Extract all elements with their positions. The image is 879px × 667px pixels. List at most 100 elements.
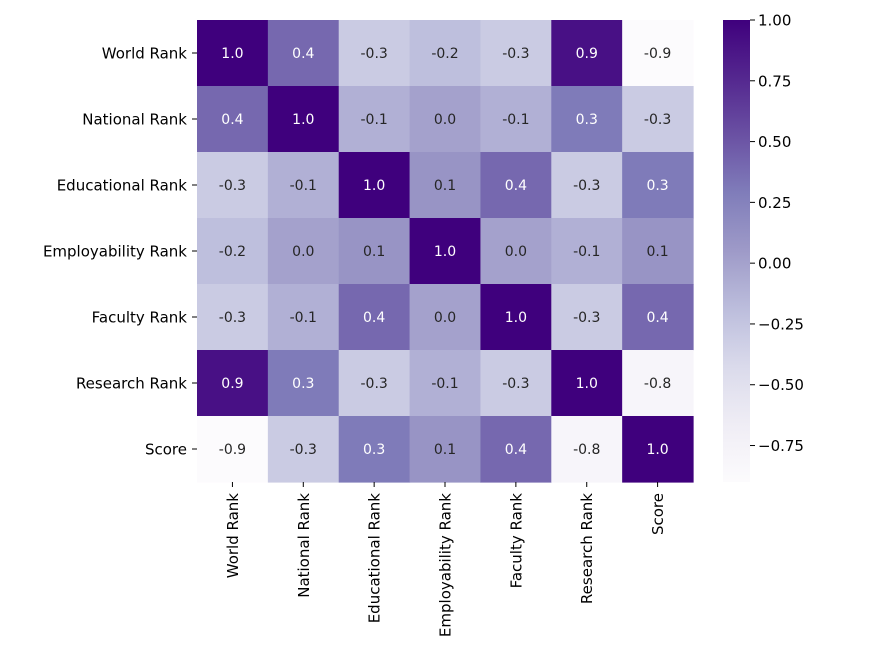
- cell-r2-c6: [622, 152, 694, 219]
- cell-r5-c2: [338, 350, 411, 417]
- cell-r0-c3: [409, 20, 482, 87]
- cell-r6-c1: [267, 416, 340, 483]
- cell-value-r3-c4: 0.0: [505, 244, 527, 260]
- y-tick-label-score: Score: [145, 441, 187, 459]
- cell-value-r2-c3: 0.1: [434, 178, 456, 194]
- cell-r3-c6: [622, 218, 694, 285]
- cell-value-r2-c0: -0.3: [219, 178, 246, 194]
- cell-r2-c4: [480, 152, 552, 219]
- cell-r1-c1: [267, 86, 340, 153]
- cell-value-r1-c3: 0.0: [434, 112, 456, 128]
- cell-value-r6-c3: 0.1: [434, 442, 456, 458]
- cell-value-r0-c2: -0.3: [360, 46, 387, 62]
- cell-value-r6-c6: 1.0: [646, 442, 668, 458]
- colorbar-tick-label-0: 1.00: [758, 12, 791, 30]
- cell-r0-c4: [480, 20, 552, 87]
- x-tick-label-employability-rank: Employability Rank: [437, 493, 455, 637]
- cell-r5-c1: [267, 350, 340, 417]
- y-tick-label-faculty-rank: Faculty Rank: [92, 309, 188, 327]
- cell-r2-c2: [338, 152, 411, 219]
- cell-r4-c2: [338, 284, 411, 351]
- cell-value-r3-c6: 0.1: [646, 244, 668, 260]
- heatmap-cells: [197, 20, 694, 483]
- cell-value-r5-c1: 0.3: [292, 376, 314, 392]
- cell-value-r6-c4: 0.4: [505, 442, 527, 458]
- cell-value-r2-c6: 0.3: [646, 178, 668, 194]
- cell-value-r4-c6: 0.4: [646, 310, 668, 326]
- cell-r3-c0: [197, 218, 269, 285]
- cell-r4-c5: [551, 284, 623, 351]
- cell-value-r1-c1: 1.0: [292, 112, 314, 128]
- cell-value-r3-c5: -0.1: [573, 244, 600, 260]
- cell-value-r4-c5: -0.3: [573, 310, 600, 326]
- cell-value-r3-c1: 0.0: [292, 244, 314, 260]
- cell-value-r4-c2: 0.4: [363, 310, 385, 326]
- cell-r3-c3: [409, 218, 482, 285]
- cell-r6-c3: [409, 416, 482, 483]
- colorbar-tick-label-2: 0.50: [758, 133, 791, 151]
- cell-value-r5-c3: -0.1: [431, 376, 458, 392]
- cell-r0-c2: [338, 20, 411, 87]
- cell-value-r6-c2: 0.3: [363, 442, 385, 458]
- cell-value-r5-c5: 1.0: [576, 376, 598, 392]
- x-tick-label-faculty-rank: Faculty Rank: [507, 493, 525, 589]
- x-axis: World Rank National Rank Educational Rank E…: [224, 482, 667, 637]
- cell-r4-c6: [622, 284, 694, 351]
- cell-r6-c6: [622, 416, 694, 483]
- cell-r0-c1: [267, 20, 340, 87]
- cell-value-r4-c3: 0.0: [434, 310, 456, 326]
- cell-r1-c5: [551, 86, 623, 153]
- cell-value-r3-c3: 1.0: [434, 244, 456, 260]
- cell-value-r0-c4: -0.3: [502, 46, 529, 62]
- cell-value-r2-c5: -0.3: [573, 178, 600, 194]
- cell-r4-c0: [197, 284, 269, 351]
- cell-value-r1-c2: -0.1: [360, 112, 387, 128]
- cell-r4-c3: [409, 284, 482, 351]
- cell-r5-c4: [480, 350, 552, 417]
- cell-value-r1-c5: 0.3: [576, 112, 598, 128]
- cell-value-r6-c0: -0.9: [219, 442, 246, 458]
- y-tick-label-world-rank: World Rank: [102, 45, 188, 63]
- y-tick-label-employability-rank: Employability Rank: [43, 243, 187, 261]
- colorbar-tick-label-7: −0.75: [758, 437, 804, 455]
- cell-r6-c5: [551, 416, 623, 483]
- cell-value-r1-c6: -0.3: [644, 112, 671, 128]
- cell-value-r5-c0: 0.9: [221, 376, 243, 392]
- colorbar: 1.00 0.75 0.50 0.25 0.00 −0.25 −0.50 −0.75: [723, 12, 804, 482]
- cell-r6-c0: [197, 416, 269, 483]
- cell-r5-c5: [551, 350, 623, 417]
- cell-value-r0-c0: 1.0: [221, 46, 243, 62]
- cell-value-r5-c4: -0.3: [502, 376, 529, 392]
- cell-r1-c2: [338, 86, 411, 153]
- cell-value-r3-c2: 0.1: [363, 244, 385, 260]
- cell-value-r2-c1: -0.1: [290, 178, 317, 194]
- colorbar-tick-label-4: 0.00: [758, 255, 791, 273]
- cell-r2-c0: [197, 152, 269, 219]
- x-tick-label-research-rank: Research Rank: [578, 493, 596, 604]
- cell-value-r4-c0: -0.3: [219, 310, 246, 326]
- cell-r1-c0: [197, 86, 269, 153]
- cell-r0-c0: [197, 20, 269, 87]
- cell-r1-c4: [480, 86, 552, 153]
- cell-r3-c1: [267, 218, 340, 285]
- cell-r4-c4: [480, 284, 552, 351]
- cell-value-r0-c6: -0.9: [644, 46, 671, 62]
- x-tick-label-world-rank: World Rank: [224, 493, 242, 579]
- colorbar-gradient: [723, 20, 750, 482]
- heatmap-cell-labels: 1.0 0.4 -0.3 -0.2 -0.3 0.9 -0.9 0.4 1.0 -0.1 0.0 -0…: [219, 46, 671, 458]
- cell-value-r3-c0: -0.2: [219, 244, 246, 260]
- cell-r5-c3: [409, 350, 482, 417]
- cell-r2-c3: [409, 152, 482, 219]
- cell-r6-c2: [338, 416, 411, 483]
- cell-value-r4-c1: -0.1: [290, 310, 317, 326]
- cell-value-r1-c4: -0.1: [502, 112, 529, 128]
- cell-value-r4-c4: 1.0: [505, 310, 527, 326]
- cell-value-r1-c0: 0.4: [221, 112, 243, 128]
- cell-r0-c5: [551, 20, 623, 87]
- y-tick-label-research-rank: Research Rank: [76, 375, 187, 393]
- y-axis: World Rank National Rank Educational Rank E…: [43, 45, 197, 459]
- cell-r3-c5: [551, 218, 623, 285]
- x-tick-label-national-rank: National Rank: [295, 493, 313, 598]
- cell-r5-c0: [197, 350, 269, 417]
